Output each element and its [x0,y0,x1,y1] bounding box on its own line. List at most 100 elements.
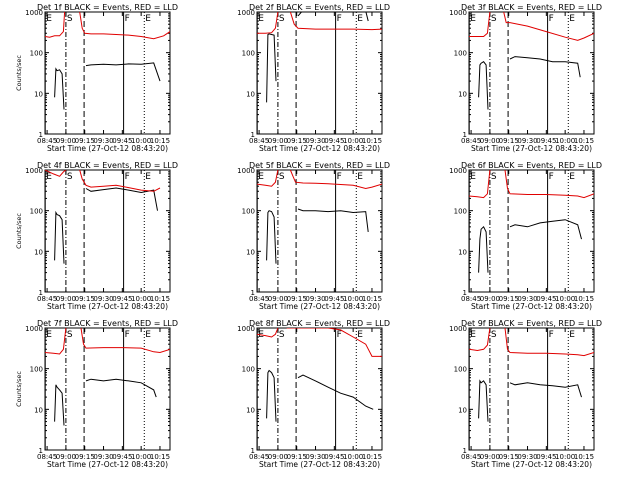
series-line-events [509,219,582,240]
x-tick-label: 09:30 [93,137,113,145]
y-tick-label: 100 [454,208,467,216]
series-group [257,170,382,264]
x-tick-label: 09:15 [499,137,519,145]
x-tick-label: 08:45 [249,453,269,461]
event-marker-label: E [145,172,151,182]
y-tick-label: 1000 [237,167,255,175]
x-axis-label: Start Time (27-Oct-12 08:43:20) [47,460,168,469]
series-line-lld [286,328,382,357]
y-tick-label: 1000 [237,9,255,17]
event-marker-label: E [569,330,575,340]
y-tick-label: 100 [454,366,467,374]
x-tick-label: 08:45 [461,453,481,461]
x-tick-label: 09:00 [56,453,76,461]
series-line-events [478,61,489,110]
y-tick-label: 1000 [449,325,467,333]
y-tick-label: 100 [242,50,255,58]
detector-panel-4: Det 4f BLACK = Events, RED = LLD 1 10 100 10… [15,161,178,311]
x-axis-label: Start Time (27-Oct-12 08:43:20) [47,144,168,153]
y-axis-label: Counts/sec [15,371,23,407]
x-tick-label: 09:30 [517,295,537,303]
series-line-events [85,187,158,211]
x-tick-label: 09:00 [268,453,288,461]
x-tick-label: 09:45 [536,137,556,145]
chart-title: Det 2f BLACK = Events, RED = LLD [249,3,390,12]
series-line-lld [469,12,491,37]
event-marker-label: E [258,14,264,24]
series-line-lld [257,12,279,34]
x-tick-label: 09:00 [480,137,500,145]
event-marker-label: E [145,14,151,24]
series-group [45,328,170,426]
series-group [469,170,594,273]
x-tick-label: 10:15 [150,295,170,303]
chart-title: Det 4f BLACK = Events, RED = LLD [37,161,178,170]
series-line-events [54,384,65,426]
x-tick-label: 09:15 [287,137,307,145]
x-tick-label: 09:45 [324,137,344,145]
event-marker-label: S [67,172,73,182]
x-tick-label: 10:00 [343,295,363,303]
x-tick-label: 08:45 [461,137,481,145]
x-axis-label: Start Time (27-Oct-12 08:43:20) [259,144,380,153]
event-marker-label: S [279,172,285,182]
x-tick-label: 10:15 [362,453,382,461]
series-line-events [297,374,374,410]
event-marker-label: F [125,172,130,182]
x-tick-label: 10:00 [343,453,363,461]
event-marker-label: E [470,172,476,182]
event-marker-label: E [46,330,52,340]
event-marker-label: E [46,14,52,24]
x-tick-label: 09:00 [268,137,288,145]
series-line-lld [45,328,67,355]
series-group [469,328,594,422]
y-tick-label: 10 [458,406,467,414]
y-tick-label: 1 [251,289,255,297]
x-tick-label: 10:15 [574,295,594,303]
series-line-events [266,33,277,103]
x-tick-label: 09:30 [517,453,537,461]
event-marker-label: F [549,330,554,340]
x-tick-label: 09:30 [93,295,113,303]
series-group [257,12,382,103]
x-tick-label: 10:00 [131,295,151,303]
series-line-events [54,67,65,110]
series-line-events [266,369,277,422]
series-line-events [85,62,161,82]
chart-title: Det 3f BLACK = Events, RED = LLD [461,3,602,12]
y-tick-label: 1 [463,131,467,139]
x-tick-label: 09:15 [499,453,519,461]
y-tick-label: 1 [39,447,43,455]
y-tick-label: 10 [246,248,255,256]
detector-panel-2: Det 2f BLACK = Events, RED = LLD 1 10 100 10… [237,3,390,153]
y-tick-label: 100 [454,50,467,58]
y-tick-label: 100 [242,208,255,216]
event-marker-label: S [279,330,285,340]
x-tick-label: 09:00 [56,137,76,145]
x-tick-label: 10:00 [555,295,575,303]
y-tick-label: 1 [251,131,255,139]
event-marker-label: F [337,14,342,24]
detector-panel-7: Det 7f BLACK = Events, RED = LLD 1 10 100 10… [15,319,178,469]
series-line-lld [45,12,66,38]
x-tick-label: 09:15 [75,137,95,145]
series-group [45,12,170,110]
event-marker-label: E [470,330,476,340]
y-tick-label: 10 [34,406,43,414]
x-axis-label: Start Time (27-Oct-12 08:43:20) [47,302,168,311]
y-tick-label: 10 [458,90,467,98]
y-tick-label: 100 [30,366,43,374]
x-tick-label: 09:45 [324,295,344,303]
y-tick-label: 1 [39,131,43,139]
y-tick-label: 1000 [449,167,467,175]
x-tick-label: 09:45 [324,453,344,461]
detector-panel-8: Det 8f BLACK = Events, RED = LLD 1 10 100 10… [237,319,390,469]
series-line-events [297,208,369,232]
x-tick-label: 09:15 [75,453,95,461]
chart-title: Det 7f BLACK = Events, RED = LLD [37,319,178,328]
event-marker-label: S [491,330,497,340]
plot-frame [256,327,383,451]
series-line-events [509,56,581,78]
series-group [469,12,594,110]
event-marker-label: S [67,14,73,24]
